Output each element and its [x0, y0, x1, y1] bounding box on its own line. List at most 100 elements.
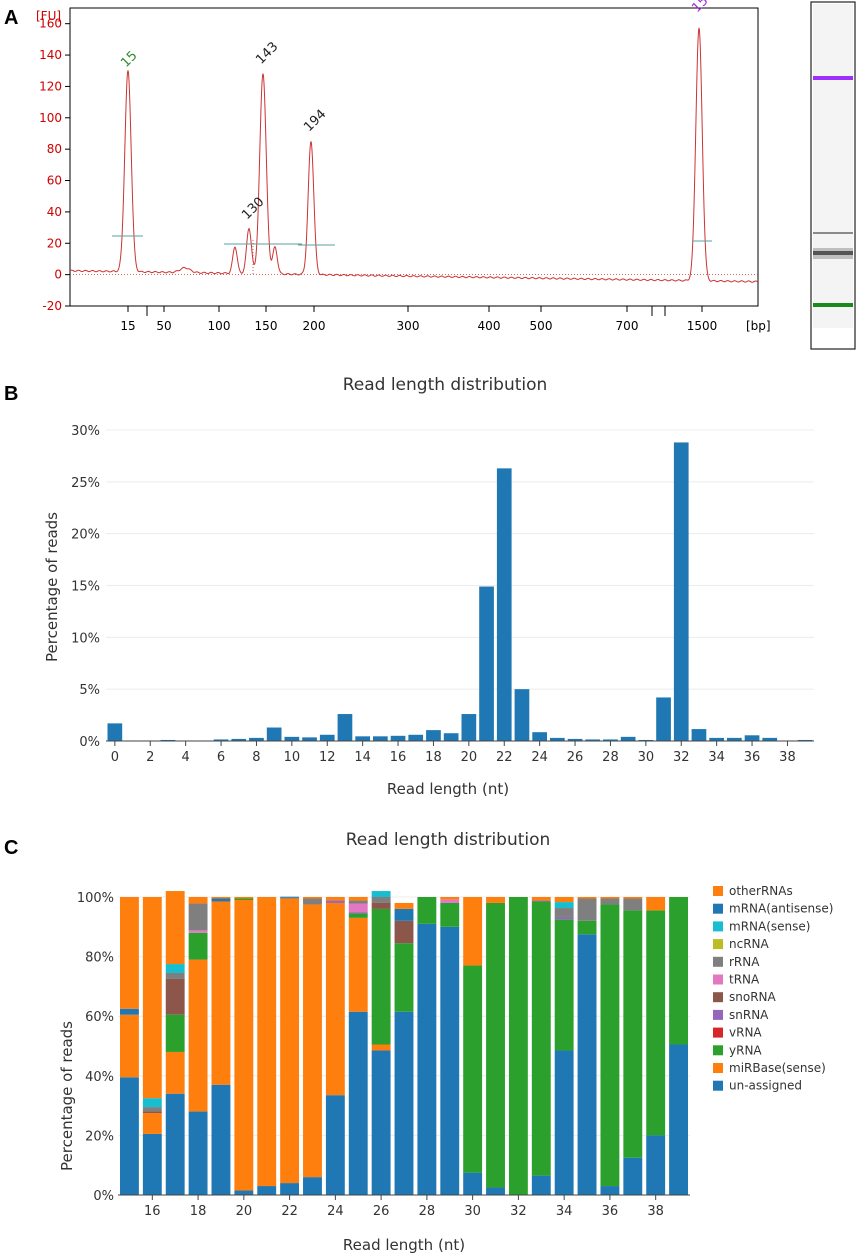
- stacked-segment-c: [554, 1050, 574, 1195]
- x-tick-label-a: 700: [616, 319, 639, 333]
- x-tick-label-a: 50: [156, 319, 171, 333]
- x-tick-label-b: 22: [496, 750, 513, 765]
- stacked-segment-c: [486, 897, 505, 903]
- stacked-segment-c: [165, 1014, 185, 1052]
- legend-label: snRNA: [729, 1008, 769, 1022]
- x-tick-label-c: 30: [464, 1204, 481, 1219]
- y-tick-label-a: 20: [47, 236, 62, 250]
- stacked-segment-c: [211, 897, 231, 899]
- stacked-segment-c: [371, 891, 391, 897]
- stacked-segment-c: [325, 897, 345, 901]
- bars-b: [107, 442, 813, 741]
- stacked-segment-c: [417, 897, 437, 924]
- y-tick-label-a: 60: [47, 174, 62, 188]
- panel-b: B Read length distribution Read length (…: [0, 352, 858, 814]
- x-tick-label-c: 22: [281, 1204, 298, 1219]
- stacked-segment-c: [165, 978, 185, 1015]
- legend-swatch: [713, 921, 723, 932]
- y-unit-label: [FU]: [36, 9, 61, 23]
- peak-labels-a: 151301431941500: [118, 0, 723, 223]
- stacked-segment-c: [463, 965, 483, 1173]
- stacked-segment-c: [440, 897, 460, 900]
- stacked-segment-c: [486, 902, 505, 1188]
- stacked-segment-c: [554, 902, 574, 909]
- peak-label: 130: [239, 195, 267, 223]
- x-tick-label-b: 34: [708, 750, 725, 765]
- stacked-segment-c: [394, 943, 414, 1012]
- x-tick-label-b: 18: [425, 750, 442, 765]
- stacked-segment-c: [417, 923, 437, 1195]
- y-tick-label-b: 25%: [71, 476, 100, 491]
- bar-b: [567, 738, 583, 741]
- y-tick-label-a: 100: [39, 111, 62, 125]
- bar-b: [550, 737, 565, 741]
- bar-b: [213, 739, 229, 741]
- stacked-segment-c: [234, 1190, 254, 1195]
- x-tick-label-c: 16: [144, 1204, 161, 1219]
- x-tick-label-c: 38: [647, 1204, 664, 1219]
- stacked-segment-c: [531, 900, 551, 902]
- stacked-segment-c: [348, 1011, 368, 1195]
- y-axis-label-c: Percentage of reads: [58, 1021, 76, 1171]
- stacked-segment-c: [120, 1008, 139, 1015]
- x-tick-label-c: 26: [373, 1204, 390, 1219]
- x-tick-label-a: 100: [208, 319, 231, 333]
- stacked-segment-c: [554, 916, 574, 920]
- y-tick-label-c: 60%: [85, 1010, 114, 1025]
- y-tick-label-c: 80%: [85, 951, 114, 966]
- x-tick-label-a: 15: [120, 319, 135, 333]
- gel-lane-background: [813, 4, 853, 328]
- stacked-segment-c: [234, 897, 254, 899]
- stacked-segment-c: [257, 898, 277, 1187]
- stacked-segment-c: [600, 904, 620, 1187]
- stacked-segment-c: [371, 908, 391, 1045]
- y-tick-label-b: 30%: [71, 424, 100, 439]
- gridlines-b: [106, 429, 814, 742]
- gel-band-lower: [813, 303, 853, 307]
- stacked-segment-c: [280, 897, 300, 899]
- x-tick-label-b: 20: [461, 750, 478, 765]
- stacked-segment-c: [257, 1186, 277, 1195]
- stacked-segment-c: [577, 934, 597, 1195]
- x-tick-label-b: 2: [146, 750, 154, 765]
- stacked-segment-c: [371, 1044, 391, 1051]
- x-tick-label-b: 8: [252, 750, 260, 765]
- plot-frame-a: [69, 7, 759, 307]
- stacked-segment-c: [165, 964, 185, 973]
- bar-b: [797, 739, 813, 741]
- stacked-segment-c: [554, 908, 574, 917]
- stacked-segment-c: [142, 1107, 162, 1112]
- bar-b: [514, 689, 530, 741]
- legend-swatch: [713, 1009, 723, 1020]
- bar-b: [443, 733, 459, 741]
- x-tick-label-a: 1500: [687, 319, 718, 333]
- bar-b: [496, 468, 512, 741]
- x-tick-label-b: 14: [354, 750, 371, 765]
- stacked-segment-c: [280, 898, 300, 1184]
- stacked-segment-c: [577, 897, 597, 899]
- x-tick-label-c: 24: [327, 1204, 344, 1219]
- stacked-segment-c: [440, 902, 460, 927]
- x-axis-label-c: Read length (nt): [343, 1236, 465, 1254]
- x-tick-label-b: 10: [284, 750, 301, 765]
- stacked-segment-c: [188, 903, 208, 931]
- read-length-histogram: B Read length distribution Read length (…: [4, 375, 814, 798]
- panel-label-b: B: [4, 383, 18, 405]
- legend-label: otherRNAs: [729, 884, 793, 898]
- stacked-segment-c: [394, 902, 414, 909]
- stacked-segment-c: [577, 898, 597, 921]
- legend-label: mRNA(antisense): [729, 902, 833, 916]
- legend-label: ncRNA: [729, 937, 770, 951]
- x-tick-label-c: 28: [419, 1204, 436, 1219]
- x-tick-label-b: 32: [673, 750, 690, 765]
- bar-b: [408, 734, 424, 741]
- stacked-segment-c: [142, 897, 162, 1099]
- stacked-segment-c: [440, 899, 460, 903]
- stacked-segment-c: [463, 1172, 483, 1195]
- x-tick-label-b: 16: [390, 750, 407, 765]
- ticks-b: 0%5%10%15%20%25%30%0 2 4 6 8 10 12 14 16 18 20 22 24…: [71, 424, 814, 765]
- stacked-segment-c: [348, 903, 368, 913]
- stacked-segment-c: [600, 1186, 620, 1195]
- stacked-segment-c: [646, 910, 666, 1136]
- legend-label: yRNA: [729, 1043, 762, 1057]
